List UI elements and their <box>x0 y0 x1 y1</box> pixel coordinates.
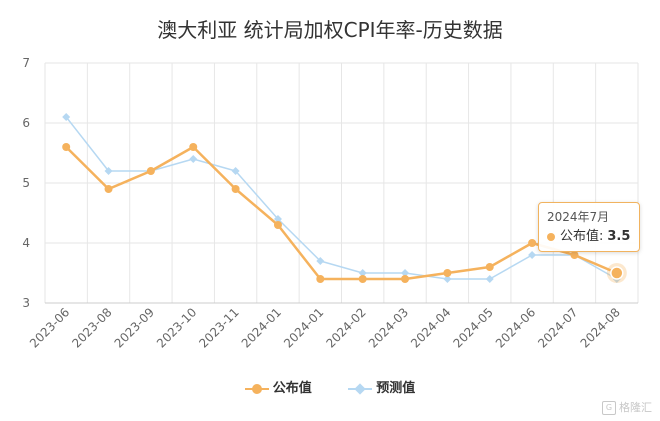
tooltip-label: 公布值: <box>560 229 604 244</box>
point-forecast <box>485 275 494 283</box>
point-published <box>485 263 494 271</box>
watermark-logo-icon: G <box>602 401 616 415</box>
point-forecast <box>273 215 282 223</box>
point-published <box>104 185 113 193</box>
y-tick-label: 5 <box>22 176 30 190</box>
x-tick-label: 2024-04 <box>408 305 453 350</box>
y-tick-label: 6 <box>22 116 30 130</box>
point-forecast <box>358 269 367 277</box>
legend: 公布值 预测值 <box>0 377 660 396</box>
point-forecast <box>401 269 410 277</box>
point-published <box>316 275 325 283</box>
x-axis: 2023-062023-082023-092023-102023-112024-… <box>27 302 638 351</box>
y-axis: 3 4 5 6 7 <box>22 56 30 310</box>
point-forecast <box>443 275 452 283</box>
tooltip-value: 3.5 <box>607 229 631 244</box>
tooltip-value-row: 公布值: 3.5 <box>547 228 631 246</box>
watermark-text: 格隆汇 <box>619 401 652 414</box>
point-forecast <box>316 257 325 265</box>
point-published <box>273 221 282 229</box>
x-tick-label: 2023-06 <box>27 305 72 350</box>
series-line-published <box>65 145 618 281</box>
point-published <box>231 185 240 193</box>
legend-item-forecast[interactable]: 预测值 <box>348 377 415 396</box>
series-line-forecast <box>65 116 618 280</box>
legend-item-published[interactable]: 公布值 <box>244 377 312 396</box>
x-tick-label: 2024-05 <box>451 305 496 350</box>
point-published <box>528 239 537 247</box>
x-tick-label: 2024-07 <box>535 305 580 350</box>
x-tick-label: 2024-08 <box>578 305 623 350</box>
x-tick-label: 2024-03 <box>366 305 411 350</box>
chart-title: 澳大利亚 统计局加权CPI年率-历史数据 <box>157 18 503 42</box>
point-highlight <box>610 266 624 280</box>
point-published <box>358 275 367 283</box>
x-tick-label: 2024-01 <box>239 305 284 350</box>
point-forecast <box>528 251 537 259</box>
x-tick-label: 2023-11 <box>196 305 241 350</box>
legend-swatch-published <box>244 382 269 396</box>
x-tick-label: 2024-06 <box>493 305 538 350</box>
tooltip-marker <box>547 232 555 241</box>
x-tick-label: 2024-02 <box>323 305 368 350</box>
point-published <box>146 167 155 175</box>
point-published <box>570 251 579 259</box>
point-forecast <box>189 155 198 163</box>
x-tick-label: 2023-08 <box>69 305 114 350</box>
point-published <box>189 143 198 151</box>
x-tick-label: 2023-10 <box>154 305 199 350</box>
point-published <box>62 143 71 151</box>
tooltip: 2024年7月 公布值: 3.5 <box>538 202 640 252</box>
legend-label-forecast: 预测值 <box>376 381 416 396</box>
watermark: G 格隆汇 <box>602 399 652 415</box>
tooltip-date: 2024年7月 <box>547 210 610 224</box>
y-tick-label: 4 <box>22 236 30 250</box>
y-tick-label: 7 <box>22 56 30 70</box>
point-forecast <box>62 113 71 121</box>
legend-swatch-forecast <box>348 382 373 396</box>
legend-label-published: 公布值 <box>272 381 312 396</box>
point-forecast <box>104 167 113 175</box>
x-tick-label: 2023-09 <box>112 305 157 350</box>
y-tick-label: 3 <box>22 296 30 310</box>
point-published <box>401 275 410 283</box>
point-forecast <box>231 167 240 175</box>
series-layer <box>62 113 627 283</box>
x-tick-label: 2024-01 <box>281 305 326 350</box>
point-published <box>443 269 452 277</box>
